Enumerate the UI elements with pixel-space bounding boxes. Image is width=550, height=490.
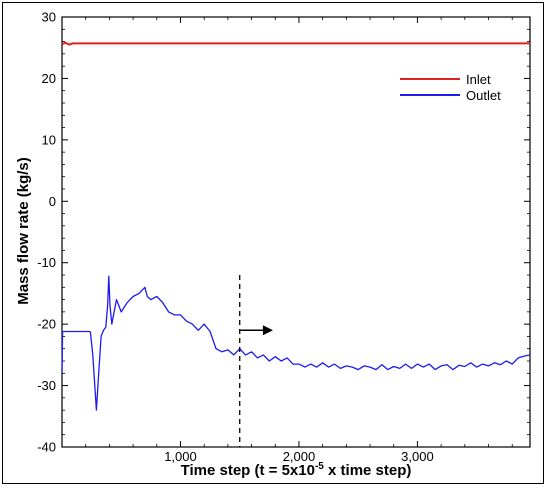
y-axis-title: Mass flow rate (kg/s) xyxy=(15,157,32,305)
x-axis-title-suffix: x time step) xyxy=(324,462,412,479)
annotation-layer xyxy=(239,275,273,447)
y-tick-label: 10 xyxy=(42,132,56,147)
series-line-inlet xyxy=(61,41,530,46)
x-tick-label: 2,000 xyxy=(283,449,316,464)
y-tick-label: -20 xyxy=(37,317,56,332)
x-tick-label: 1,000 xyxy=(164,449,197,464)
legend-label-inlet: Inlet xyxy=(466,72,491,87)
y-tick-label: -40 xyxy=(37,440,56,455)
y-tick-label: -30 xyxy=(37,378,56,393)
x-axis-title: Time step (t = 5x10-5 x time step) xyxy=(181,461,412,479)
y-tick-label: 0 xyxy=(49,194,56,209)
y-tick-label: -10 xyxy=(37,255,56,270)
plot-area: -40 -30 -20 -10 0 10 20 30 1,000 2,000 3,000 xyxy=(37,10,531,464)
figure-frame xyxy=(2,2,544,484)
legend-label-outlet: Outlet xyxy=(466,88,501,103)
x-axis-title-superscript: -5 xyxy=(315,461,324,472)
x-tick-label: 3,000 xyxy=(401,449,434,464)
arrow-head xyxy=(262,325,273,336)
x-axis-title-main: Time step (t = 5x10 xyxy=(181,462,315,479)
legend: Inlet Outlet xyxy=(400,72,501,103)
y-tick-label: 30 xyxy=(42,10,56,25)
series-line-outlet xyxy=(61,275,531,411)
series-layer xyxy=(61,41,531,411)
y-tick-label: 20 xyxy=(42,71,56,86)
plot-border xyxy=(61,16,531,448)
